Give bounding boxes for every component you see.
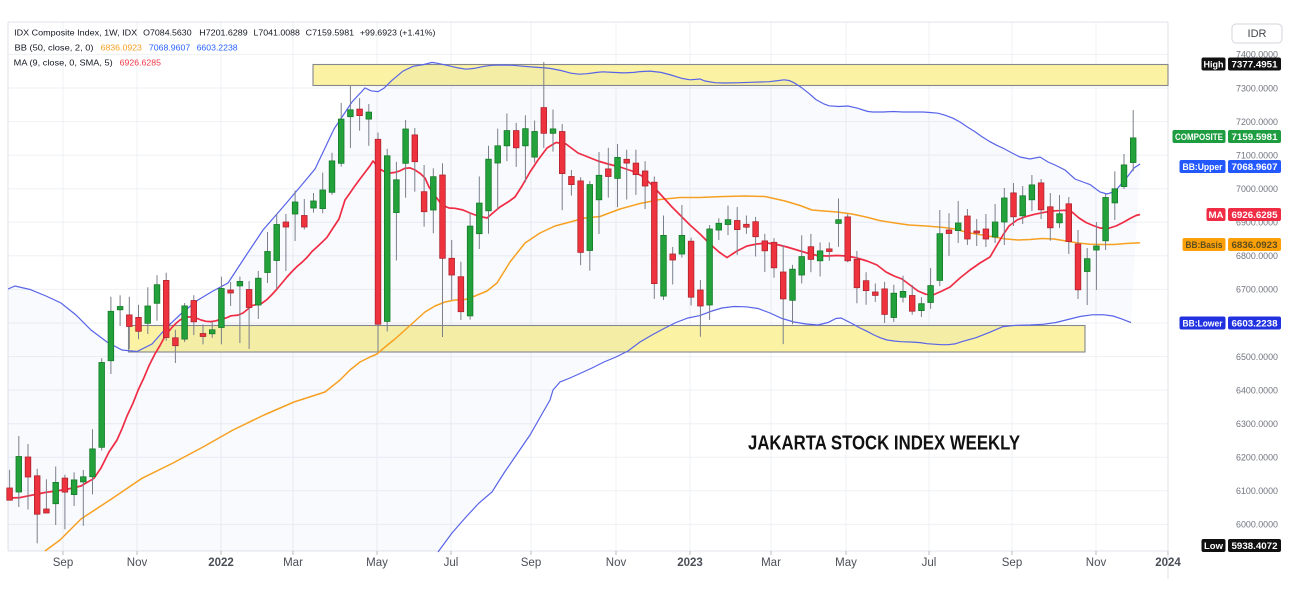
svg-text:6500.0000: 6500.0000 [1236, 352, 1278, 363]
svg-text:+99.6923 (+1.41%): +99.6923 (+1.41%) [360, 28, 436, 38]
svg-text:7159.5981: 7159.5981 [1232, 132, 1279, 143]
svg-text:Sep: Sep [521, 557, 541, 569]
svg-text:May: May [835, 557, 857, 569]
svg-text:Low: Low [1204, 541, 1224, 552]
svg-text:6836.0923: 6836.0923 [1232, 240, 1278, 251]
svg-text:7200.0000: 7200.0000 [1236, 117, 1278, 128]
svg-text:BB:Basis: BB:Basis [1186, 240, 1223, 251]
svg-text:6300.0000: 6300.0000 [1236, 419, 1278, 430]
svg-text:6900.0000: 6900.0000 [1236, 218, 1278, 229]
svg-text:7000.0000: 7000.0000 [1236, 184, 1278, 195]
svg-text:6200.0000: 6200.0000 [1236, 453, 1278, 464]
svg-text:MA: MA [1209, 210, 1224, 221]
svg-text:Nov: Nov [1086, 557, 1107, 569]
svg-text:Mar: Mar [761, 557, 781, 569]
svg-text:MA (9, close, 0, SMA, 5): MA (9, close, 0, SMA, 5) [14, 58, 113, 68]
svg-text:6000.0000: 6000.0000 [1236, 520, 1278, 531]
svg-text:Sep: Sep [1002, 557, 1022, 569]
svg-text:6603.2238: 6603.2238 [1232, 318, 1279, 329]
svg-text:5938.4072: 5938.4072 [1232, 541, 1278, 552]
svg-text:Nov: Nov [127, 557, 148, 569]
svg-text:7068.9607: 7068.9607 [1232, 162, 1278, 173]
svg-text:May: May [366, 557, 388, 569]
svg-text:Jul: Jul [444, 557, 459, 569]
svg-text:6603.2238: 6603.2238 [197, 43, 238, 53]
svg-text:O7084.5630: O7084.5630 [143, 28, 192, 38]
svg-text:L7041.0088: L7041.0088 [254, 28, 301, 38]
svg-text:IDX Composite Index, 1W, IDX: IDX Composite Index, 1W, IDX [14, 28, 137, 38]
svg-text:7300.0000: 7300.0000 [1236, 83, 1278, 94]
svg-text:H7201.6289: H7201.6289 [199, 28, 248, 38]
svg-text:JAKARTA STOCK INDEX WEEKLY: JAKARTA STOCK INDEX WEEKLY [748, 433, 1021, 455]
svg-text:Nov: Nov [606, 557, 627, 569]
svg-text:BB:Upper: BB:Upper [1183, 162, 1223, 173]
svg-text:2023: 2023 [677, 557, 703, 569]
svg-text:Sep: Sep [53, 557, 73, 569]
svg-text:7377.4951: 7377.4951 [1232, 59, 1279, 70]
svg-text:6926.6285: 6926.6285 [1232, 210, 1279, 221]
svg-text:6836.0923: 6836.0923 [101, 43, 143, 53]
svg-text:7068.9607: 7068.9607 [149, 43, 191, 53]
svg-text:IDR: IDR [1248, 28, 1267, 40]
svg-text:Jul: Jul [922, 557, 937, 569]
svg-text:6100.0000: 6100.0000 [1236, 486, 1278, 497]
svg-text:C7159.5981: C7159.5981 [306, 28, 355, 38]
svg-text:6926.6285: 6926.6285 [120, 58, 162, 68]
svg-text:6700.0000: 6700.0000 [1236, 285, 1278, 296]
svg-text:6800.0000: 6800.0000 [1236, 251, 1278, 262]
svg-text:2022: 2022 [208, 557, 234, 569]
svg-text:High: High [1204, 59, 1224, 70]
svg-text:7100.0000: 7100.0000 [1236, 150, 1278, 161]
svg-text:BB:Lower: BB:Lower [1183, 318, 1223, 329]
svg-text:7400.0000: 7400.0000 [1236, 50, 1278, 61]
svg-text:6400.0000: 6400.0000 [1236, 385, 1278, 396]
svg-text:2024: 2024 [1155, 557, 1181, 569]
svg-text:BB (50, close, 2, 0): BB (50, close, 2, 0) [15, 43, 94, 53]
svg-text:COMPOSITE: COMPOSITE [1175, 132, 1223, 143]
svg-text:Mar: Mar [283, 557, 303, 569]
